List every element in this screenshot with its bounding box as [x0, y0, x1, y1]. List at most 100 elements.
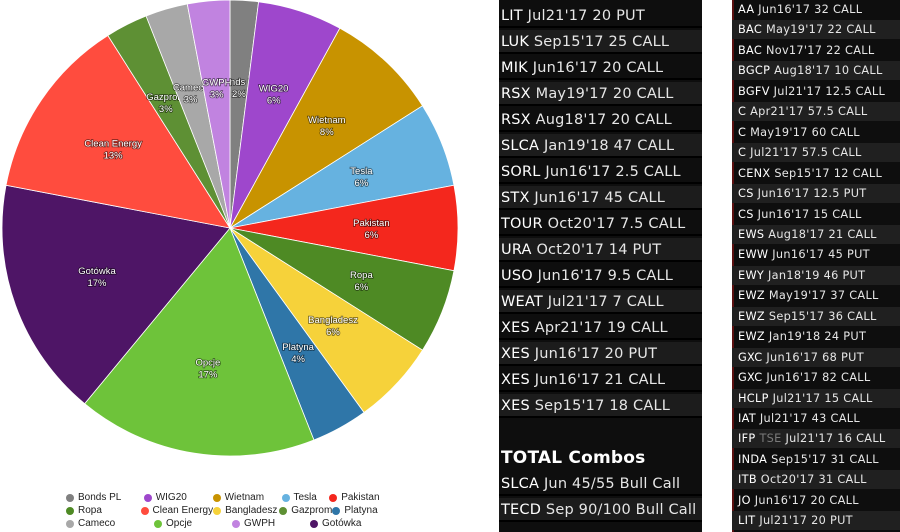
position-row[interactable]: MIK Jun16'17 20 CALL: [499, 56, 702, 80]
position-row[interactable]: STX Jun16'17 45 CALL: [499, 186, 702, 210]
position-row[interactable]: EWZ May19'17 37 CALL: [732, 286, 900, 305]
legend-item-ropa[interactable]: Ropa: [66, 504, 141, 517]
pie-slice-wietnam[interactable]: [229, 27, 424, 229]
legend-item-opcje[interactable]: Opcje: [154, 517, 232, 530]
position-row[interactable]: SORL Jun16'17 2.5 CALL: [499, 160, 702, 184]
slice-label-gazprom: Gazprom: [146, 92, 185, 103]
legend-label: Bangladesz: [225, 505, 278, 516]
legend-item-tesla[interactable]: Tesla: [281, 491, 330, 504]
legend-label: Opcje: [166, 518, 193, 529]
position-row[interactable]: USO Jun16'17 9.5 CALL: [499, 264, 702, 288]
position-detail: Jun16'17 15 CALL: [757, 207, 862, 221]
slice-value-tesla: 6%: [355, 178, 369, 189]
pie-slice-gwph[interactable]: [186, 0, 231, 229]
position-row[interactable]: GXC Jun16'17 68 PUT: [732, 347, 900, 367]
combo-ticker: SLCA: [501, 476, 540, 492]
position-ticker: XES: [501, 372, 530, 388]
position-ticker: XES: [501, 398, 530, 414]
position-row[interactable]: XES Jun16'17 21 CALL: [499, 368, 702, 392]
position-detail: Jul21'17 43 CALL: [759, 412, 860, 425]
position-row[interactable]: ITB Oct20'17 31 CALL: [732, 470, 900, 490]
position-row[interactable]: EWS Aug18'17 21 CALL: [732, 224, 900, 244]
legend-row: Bonds PL WIG20 Wietnam Tesla Pakistan: [66, 491, 406, 504]
slice-label-gwph: GWPH: [202, 77, 232, 88]
position-ticker: HCLP: [738, 391, 769, 405]
position-row[interactable]: WEAT Jul21'17 7 CALL: [499, 290, 702, 314]
position-row[interactable]: EWY Jan18'19 46 PUT: [732, 265, 900, 285]
position-row[interactable]: INDA Sep15'17 31 CALL: [732, 450, 900, 469]
legend-item-gwph[interactable]: GWPH: [232, 517, 310, 530]
position-ticker: EWZ: [738, 289, 765, 303]
position-row[interactable]: TOUR Oct20'17 7.5 CALL: [499, 212, 702, 236]
position-row[interactable]: EWZ Sep15'17 36 CALL: [732, 306, 900, 326]
position-ticker: ITB: [738, 473, 757, 487]
position-row[interactable]: GXC Jun16'17 82 CALL: [732, 368, 900, 387]
legend-item-bonds-pl[interactable]: Bonds PL: [66, 491, 144, 504]
position-row[interactable]: JO Jun16'17 20 CALL: [732, 491, 900, 510]
position-detail: May19'17 37 CALL: [768, 289, 879, 303]
position-ticker: IAT: [738, 412, 756, 425]
position-row[interactable]: BAC Nov17'17 22 CALL: [732, 41, 900, 60]
position-row[interactable]: XES Jun16'17 20 PUT: [499, 342, 702, 366]
legend-item-cameco[interactable]: Cameco: [66, 517, 154, 530]
legend-item-gazprom[interactable]: Gazprom: [279, 504, 332, 517]
slice-value-gwph: 3%: [210, 89, 224, 100]
slice-value-bonds-pl: 2%: [232, 89, 246, 100]
pie-slice-clean-energy[interactable]: [5, 34, 231, 229]
position-row[interactable]: URA Oct20'17 14 PUT: [499, 238, 702, 262]
slice-label-cameco: Cameco: [173, 82, 208, 93]
position-detail: Jan19'18 47 CALL: [543, 138, 675, 154]
slice-label-platyna: Platyna: [282, 342, 314, 353]
position-detail: Jul21'17 16 CALL: [785, 432, 886, 446]
legend-item-wig20[interactable]: WIG20: [143, 491, 213, 504]
legend-row: Ropa Clean Energy Bangladesz Gazprom Platyna: [66, 504, 406, 517]
pie-slice-opcje[interactable]: [84, 227, 315, 457]
position-row[interactable]: XES Sep15'17 18 CALL: [499, 394, 702, 418]
position-row[interactable]: LUK Sep15'17 25 CALL: [499, 30, 702, 54]
legend-item-got-wka[interactable]: Gotówka: [310, 517, 364, 530]
position-row[interactable]: CS Jun16'17 12.5 PUT: [732, 184, 900, 203]
position-detail: Jun16'17 12.5 PUT: [757, 187, 867, 200]
slice-label-got-wka: Gotówka: [78, 266, 116, 277]
legend-item-pakistan[interactable]: Pakistan: [329, 491, 406, 504]
position-row[interactable]: LIT Jul21'17 20 PUT: [732, 511, 900, 531]
position-row[interactable]: BGFV Jul21'17 12.5 CALL: [732, 82, 900, 101]
position-row[interactable]: LIT Jul21'17 20 PUT: [499, 4, 702, 28]
legend-swatch: [66, 506, 74, 515]
position-row[interactable]: CENX Sep15'17 12 CALL: [732, 164, 900, 183]
position-row[interactable]: RSX May19'17 20 CALL: [499, 82, 702, 106]
pie-slice-got-wka[interactable]: [1, 184, 231, 405]
position-ticker: EWS: [738, 227, 765, 241]
position-row[interactable]: EWZ Jan19'18 24 PUT: [732, 327, 900, 346]
position-row[interactable]: BAC May19'17 22 CALL: [732, 20, 900, 40]
position-row[interactable]: IAT Jul21'17 43 CALL: [732, 409, 900, 428]
combo-row[interactable]: TECD Sep 90/100 Bull Call: [499, 498, 702, 522]
position-row[interactable]: CS Jun16'17 15 CALL: [732, 205, 900, 224]
position-row[interactable]: RSX Aug18'17 20 CALL: [499, 108, 702, 132]
position-row[interactable]: C May19'17 60 CALL: [732, 123, 900, 142]
position-row[interactable]: C Apr21'17 57.5 CALL: [732, 102, 900, 122]
position-row[interactable]: XES Apr21'17 19 CALL: [499, 316, 702, 340]
legend-item-wietnam[interactable]: Wietnam: [212, 491, 282, 504]
position-detail: Sep15'17 36 CALL: [768, 309, 877, 323]
slice-label-wig20: WIG20: [259, 84, 289, 95]
position-row[interactable]: EWW Jun16'17 45 PUT: [732, 245, 900, 264]
position-row[interactable]: C Jul21'17 57.5 CALL: [732, 143, 900, 163]
legend-item-platyna[interactable]: Platyna: [332, 504, 406, 517]
combo-row[interactable]: SLCA Jun 45/55 Bull Call: [499, 472, 702, 496]
position-row[interactable]: BGCP Aug18'17 10 CALL: [732, 61, 900, 81]
slice-value-bangladesz: 6%: [326, 327, 340, 338]
position-row[interactable]: IFP TSE Jul21'17 16 CALL: [732, 429, 900, 449]
legend-item-bangladesz[interactable]: Bangladesz: [213, 504, 279, 517]
position-detail: Apr21'17 57.5 CALL: [750, 105, 868, 119]
position-row[interactable]: AA Jun16'17 32 CALL: [732, 0, 900, 19]
slice-value-ropa: 6%: [355, 282, 369, 293]
legend-item-clean-energy[interactable]: Clean Energy: [140, 504, 213, 517]
position-ticker: LIT: [501, 8, 523, 24]
position-detail: Jun16'17 82 CALL: [766, 371, 871, 385]
position-detail: Jun16'17 20 CALL: [754, 493, 859, 507]
position-ticker: XES: [501, 320, 530, 336]
position-row[interactable]: HCLP Jul21'17 15 CALL: [732, 388, 900, 408]
legend-swatch: [281, 493, 290, 502]
position-row[interactable]: SLCA Jan19'18 47 CALL: [499, 134, 702, 158]
